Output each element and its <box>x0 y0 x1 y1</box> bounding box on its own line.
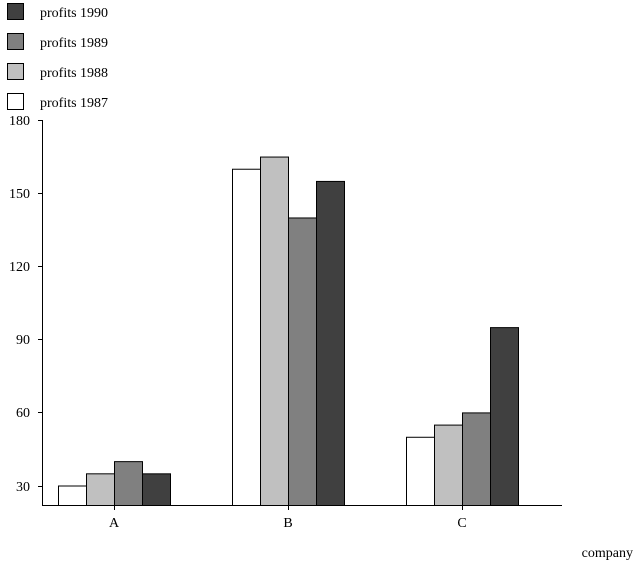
y-tick-label-60: 60 <box>16 406 30 421</box>
bar-b-profits-1988 <box>260 156 289 506</box>
legend-label-profits-1988: profits 1988 <box>40 66 108 81</box>
bar-b-profits-1987 <box>232 168 261 506</box>
bar-a-profits-1989 <box>114 461 143 507</box>
bar-c-profits-1988 <box>434 424 463 506</box>
y-tick-label-90: 90 <box>16 333 30 348</box>
legend-swatch-profits-1990 <box>7 3 24 20</box>
legend-label-profits-1987: profits 1987 <box>40 96 108 111</box>
y-axis: 30 60 90 120 150 180 <box>9 114 43 506</box>
x-axis-title: company <box>582 546 633 561</box>
bar-a-profits-1988 <box>86 473 115 506</box>
legend-swatch-profits-1988 <box>7 63 24 80</box>
x-tick-label-c: C <box>457 516 466 531</box>
y-tick-label-150: 150 <box>9 187 30 202</box>
bar-c-profits-1990 <box>490 327 519 506</box>
x-tick-label-b: B <box>283 516 292 531</box>
bar-c-profits-1987 <box>406 436 435 507</box>
bar-c-profits-1989 <box>462 412 491 506</box>
bar-b-profits-1989 <box>288 217 317 506</box>
y-tick-label-180: 180 <box>9 114 30 129</box>
x-axis: A B C <box>42 505 562 531</box>
bar-a-profits-1990 <box>142 473 171 506</box>
legend-swatch-profits-1987 <box>7 93 24 110</box>
y-tick-label-30: 30 <box>16 480 30 495</box>
chart-legend: profits 1990 profits 1989 profits 1988 prof… <box>7 3 108 111</box>
legend-label-profits-1990: profits 1990 <box>40 6 108 21</box>
legend-label-profits-1989: profits 1989 <box>40 36 108 51</box>
x-tick-label-a: A <box>109 516 120 531</box>
bar-a-profits-1987 <box>58 485 87 506</box>
legend-swatch-profits-1989 <box>7 33 24 50</box>
bars-group <box>58 156 519 507</box>
bar-b-profits-1990 <box>316 180 345 506</box>
y-tick-label-120: 120 <box>9 260 30 275</box>
